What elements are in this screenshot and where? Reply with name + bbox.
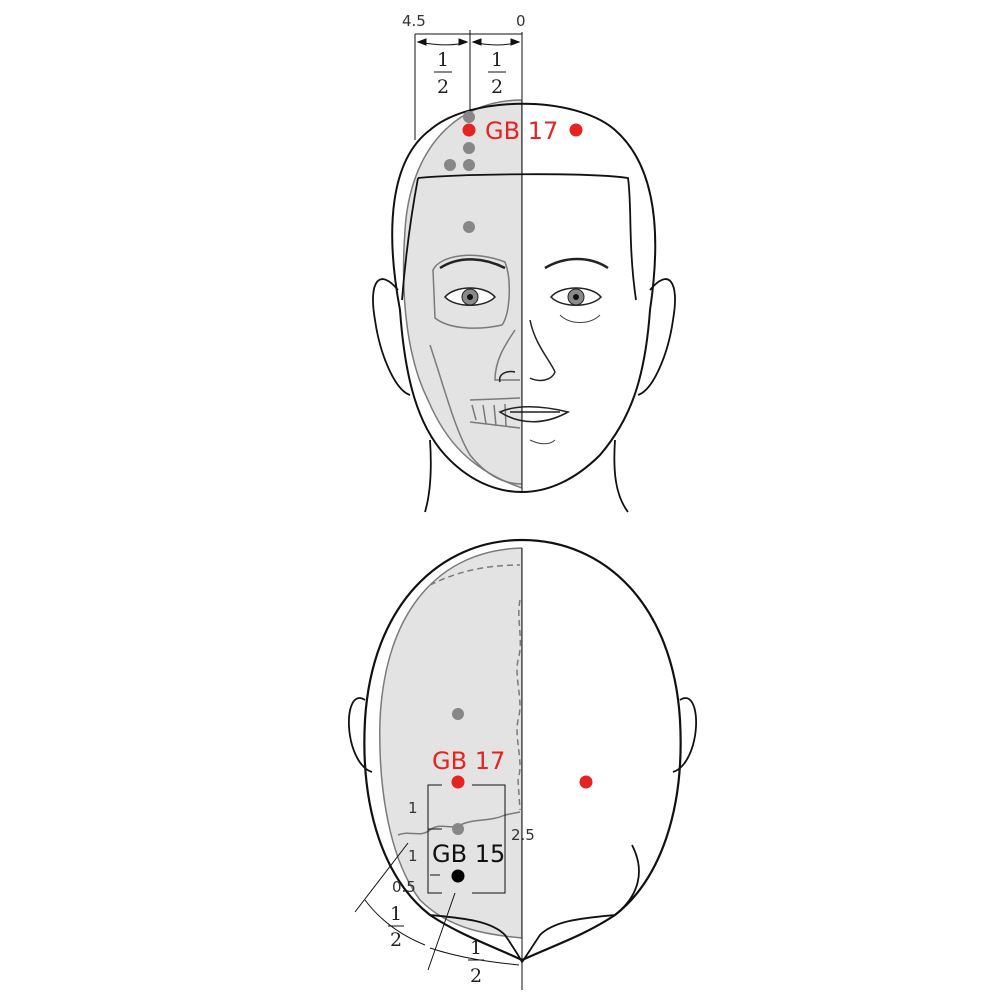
back-lambdoid-suture [397,811,521,836]
front-nose [498,319,556,383]
back-reference-point-upper [452,708,464,720]
front-neck [424,439,629,513]
back-gb17-point-right [579,775,593,789]
front-frac-right-den: 2 [491,76,503,98]
back-ear-left [348,697,373,773]
back-dist-05: 0.5 [392,878,416,896]
back-dist-25: 2.5 [511,826,535,844]
back-frac-ll-den: 2 [390,929,402,951]
front-scale-label-right: 0 [516,12,526,30]
front-scale-label-left: 4.5 [402,12,426,30]
back-reference-point-lower [452,823,464,835]
back-skull-shade [379,547,522,939]
back-ear-right [672,697,697,773]
front-gb17-point-left [462,123,476,137]
front-frac-left-den: 2 [437,76,449,98]
front-frac-right-num: 1 [491,49,503,71]
back-frac-lr-den: 2 [470,965,482,987]
back-gb17-label: GB 17 [432,747,505,775]
front-ear-right [637,278,676,396]
back-gb15-point [451,869,465,883]
front-measurement-scale [414,30,522,140]
front-eyebrow-left [439,258,506,270]
front-mouth [498,406,571,423]
back-gb15-label: GB 15 [432,840,505,868]
front-hairline [417,173,637,301]
front-eye-right [550,287,602,323]
front-frac-left-num: 1 [437,49,449,71]
back-view: 1 1 0.5 2.5 1 2 1 2 GB 17 GB 15 [348,538,697,990]
front-eye-left [444,287,496,306]
back-dist-1b: 1 [408,847,418,865]
front-head-outline [391,102,657,494]
front-teeth [469,397,521,429]
back-frac-ll-num: 1 [390,903,402,925]
front-ear-left [372,278,411,396]
front-reference-points [444,111,475,233]
back-dist-1a: 1 [408,799,418,817]
front-eyebrow-right [544,257,609,270]
front-gb17-label: GB 17 [485,117,558,145]
front-nasal-cavity [494,329,520,381]
back-sagittal-suture [429,564,522,811]
back-gb17-point-left [451,775,465,789]
front-jaw [429,344,523,485]
back-frac-lr-num: 1 [470,937,482,959]
front-orbit [432,254,511,329]
front-gb17-point-right [569,123,583,137]
front-view: 4.5 0 1 2 1 2 GB 17 [372,12,676,513]
